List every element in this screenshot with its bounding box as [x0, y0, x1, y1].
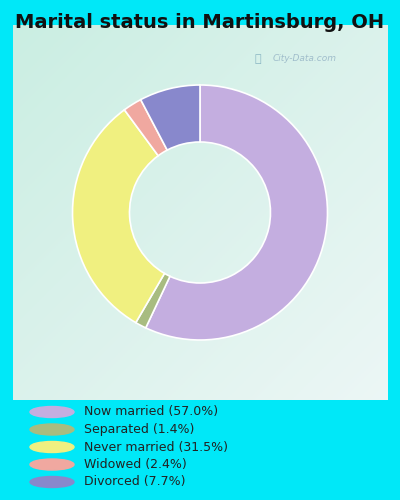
Text: Widowed (2.4%): Widowed (2.4%) [84, 458, 187, 471]
Circle shape [30, 459, 74, 470]
Wedge shape [141, 85, 200, 150]
Circle shape [30, 476, 74, 488]
Text: Divorced (7.7%): Divorced (7.7%) [84, 476, 186, 488]
Wedge shape [136, 274, 170, 328]
Text: Marital status in Martinsburg, OH: Marital status in Martinsburg, OH [16, 12, 384, 32]
Circle shape [30, 442, 74, 452]
Wedge shape [124, 100, 167, 156]
Text: Separated (1.4%): Separated (1.4%) [84, 423, 194, 436]
Circle shape [30, 424, 74, 435]
Text: City-Data.com: City-Data.com [273, 54, 337, 63]
Circle shape [30, 406, 74, 418]
Wedge shape [72, 110, 164, 322]
Text: Never married (31.5%): Never married (31.5%) [84, 440, 228, 454]
Text: Now married (57.0%): Now married (57.0%) [84, 406, 218, 418]
Wedge shape [146, 85, 328, 340]
Text: ⓘ: ⓘ [255, 54, 262, 64]
